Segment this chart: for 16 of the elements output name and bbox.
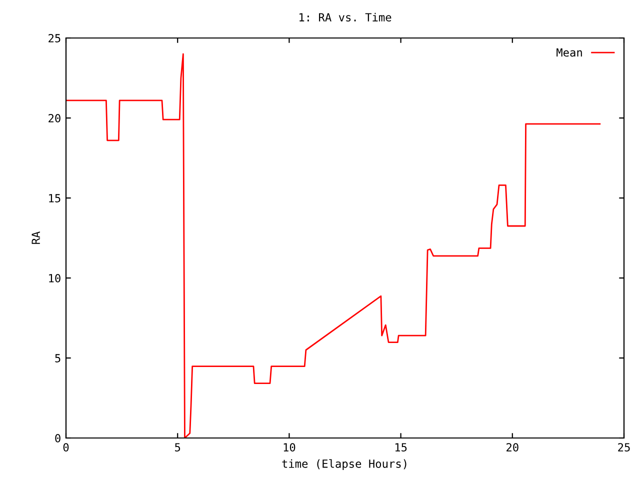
y-axis-title: RA: [32, 232, 40, 244]
x-tick-label: 5: [175, 443, 180, 452]
x-tick-label: 0: [63, 443, 69, 452]
y-tick-label: 5: [55, 354, 60, 362]
chart-title: 1: RA vs. Time: [300, 12, 392, 22]
x-tick-label: 15: [395, 443, 407, 452]
x-tick-label: 25: [618, 443, 630, 452]
y-tick-label: 0: [55, 434, 60, 442]
y-tick-label: 20: [48, 114, 60, 122]
legend-label: Mean: [556, 48, 582, 57]
x-tick-label: 10: [284, 443, 296, 452]
x-tick-label: 20: [506, 443, 518, 452]
x-axis-title: time (Elapse Hours): [282, 459, 406, 470]
y-tick-label: 15: [49, 194, 60, 202]
y-tick-label: 10: [49, 274, 60, 282]
y-tick-label: 25: [48, 34, 60, 42]
